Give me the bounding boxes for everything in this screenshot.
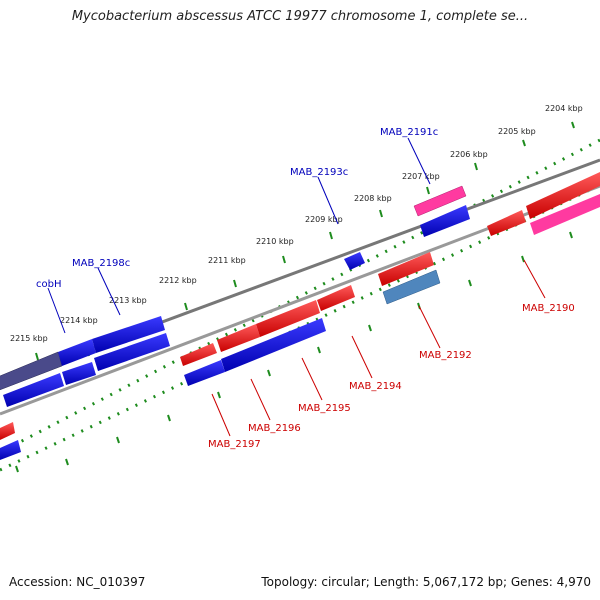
kbp-label: 2212 kbp — [159, 276, 197, 285]
gene-steel-reverse — [382, 269, 441, 305]
gene-blue-reverse-2 — [3, 373, 64, 407]
gene-label-mab2190: MAB_2190 — [522, 303, 575, 314]
label-leader-lines — [47, 137, 546, 437]
gene-label-mab2197: MAB_2197 — [208, 439, 261, 450]
forward-strand-genes — [0, 172, 600, 391]
gene-red-reverse-2 — [0, 422, 15, 440]
gene-label-mab2193c: MAB_2193c — [290, 167, 348, 178]
gene-label-cobh: cobH — [36, 279, 61, 290]
leader-cobh — [47, 287, 66, 334]
gene-blue-reverse-6 — [221, 318, 326, 372]
gene-blue-reverse-1 — [420, 205, 470, 237]
leader-mab2190 — [523, 259, 546, 299]
gene-blue-forward-2 — [92, 316, 165, 353]
kbp-label: 2209 kbp — [305, 215, 343, 224]
kbp-major-ticks — [35, 121, 575, 361]
gene-blue-forward-1 — [58, 339, 96, 366]
leader-mab2197 — [211, 393, 231, 437]
topology-summary: Topology: circular; Length: 5,067,172 bp… — [261, 575, 591, 589]
gene-red-forward-6 — [526, 172, 600, 219]
leader-mab2192 — [418, 305, 441, 349]
leader-mab2195 — [301, 357, 323, 401]
kbp-label: 2207 kbp — [402, 172, 440, 181]
leader-mab2196 — [250, 378, 271, 421]
gene-labels-top: MAB_2191c MAB_2193c MAB_2198c cobH — [36, 127, 438, 290]
inner-tick-ring — [0, 183, 600, 472]
gene-label-mab2194: MAB_2194 — [349, 381, 402, 392]
kbp-label: 2205 kbp — [498, 127, 536, 136]
kbp-label: 2204 kbp — [545, 104, 583, 113]
kbp-label: 2206 kbp — [450, 150, 488, 159]
gene-labels-bottom: MAB_2190 MAB_2192 MAB_2194 MAB_2195 MAB_… — [208, 303, 575, 450]
gene-label-mab2198c: MAB_2198c — [72, 258, 130, 269]
accession-text: Accession: NC_010397 — [9, 575, 146, 589]
kbp-labels: 2204 kbp 2205 kbp 2206 kbp 2207 kbp 2208… — [10, 104, 583, 343]
gene-label-mab2192: MAB_2192 — [419, 350, 472, 361]
reverse-strand-genes — [0, 205, 470, 460]
gene-red-forward-2 — [217, 324, 260, 352]
gene-blue-reverse-5 — [184, 360, 225, 386]
kbp-label: 2213 kbp — [109, 296, 147, 305]
gene-blue-reverse-4 — [94, 333, 170, 371]
gene-pink-forward-2 — [530, 194, 600, 235]
gene-pink-forward — [413, 185, 467, 217]
gene-red-forward-1 — [180, 343, 217, 366]
leader-mab2193c — [317, 176, 339, 225]
gene-red-forward-3 — [256, 300, 320, 337]
gene-blue-reverse-7 — [0, 440, 21, 460]
gene-label-mab2196: MAB_2196 — [248, 423, 301, 434]
gene-blue-reverse-3 — [62, 362, 96, 385]
kbp-label: 2211 kbp — [208, 256, 246, 265]
kbp-label: 2215 kbp — [10, 334, 48, 343]
kbp-label: 2210 kbp — [256, 237, 294, 246]
gene-label-mab2195: MAB_2195 — [298, 403, 351, 414]
gene-red-forward-4 — [317, 285, 355, 311]
gene-red-reverse-1 — [378, 252, 434, 286]
gene-red-forward-5 — [487, 210, 526, 236]
leader-mab2194 — [351, 335, 373, 379]
map-title: Mycobacterium abscessus ATCC 19977 chrom… — [71, 9, 529, 24]
gene-label-mab2191c: MAB_2191c — [380, 127, 438, 138]
kbp-label: 2214 kbp — [60, 316, 98, 325]
leader-mab2198c — [97, 267, 121, 316]
kbp-label: 2208 kbp — [354, 194, 392, 203]
outer-tick-ring — [0, 138, 600, 455]
leader-mab2191c — [407, 137, 431, 185]
gene-blue-reverse-small — [344, 252, 365, 270]
